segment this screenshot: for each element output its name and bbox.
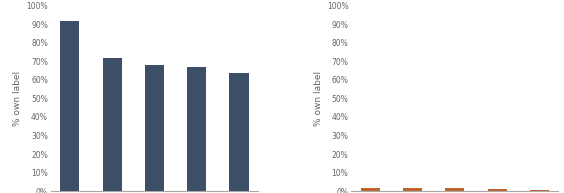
Bar: [230, 73, 249, 191]
Bar: [103, 58, 122, 191]
Bar: [403, 188, 422, 191]
Bar: [360, 188, 380, 191]
Y-axis label: % own label: % own label: [13, 71, 22, 126]
Y-axis label: % own label: % own label: [314, 71, 323, 126]
Bar: [487, 189, 506, 191]
Bar: [60, 21, 79, 191]
Bar: [187, 67, 206, 191]
Bar: [530, 190, 549, 191]
Bar: [445, 188, 464, 191]
Bar: [145, 65, 164, 191]
